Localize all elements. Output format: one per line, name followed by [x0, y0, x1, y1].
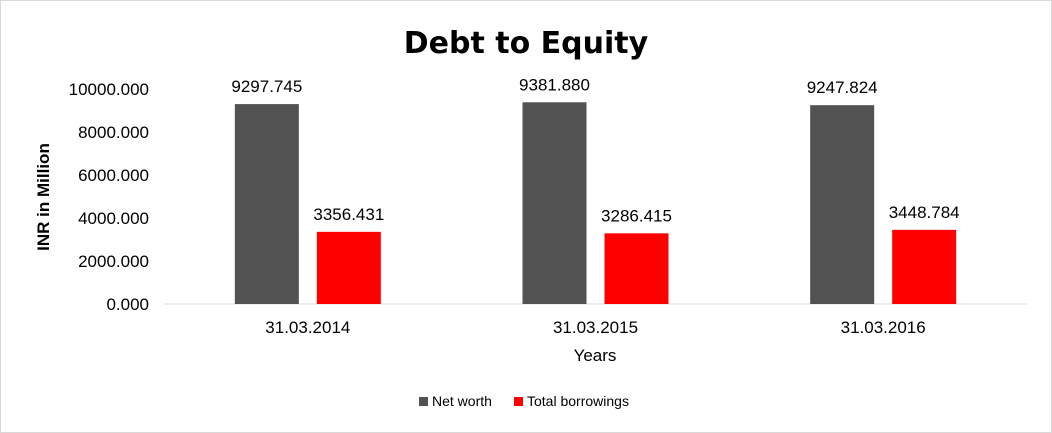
data-label: 3286.415 — [601, 206, 672, 225]
bar-net-worth — [810, 105, 875, 304]
y-tick-label: 4000.000 — [78, 209, 149, 228]
legend-label: Net worth — [432, 393, 492, 409]
y-tick-label: 2000.000 — [78, 252, 149, 271]
bar-net-worth — [522, 102, 587, 304]
legend-swatch — [514, 397, 523, 406]
category-labels: 31.03.2014 31.03.2015 31.03.2016 — [265, 318, 925, 337]
y-tick-label: 0.000 — [106, 295, 149, 314]
chart-title: Debt to Equity — [404, 26, 649, 61]
y-tick-label: 10000.000 — [69, 80, 149, 99]
legend-label: Total borrowings — [527, 393, 629, 409]
bar-total-borrowings — [604, 233, 669, 304]
bar-net-worth — [234, 104, 299, 304]
y-tick-label: 8000.000 — [78, 123, 149, 142]
bar-total-borrowings — [316, 231, 381, 304]
x-tick-label: 31.03.2014 — [265, 318, 350, 337]
legend: Net worth Total borrowings — [419, 393, 629, 409]
data-label: 3356.431 — [313, 205, 384, 224]
data-label: 9247.824 — [807, 78, 878, 97]
legend-swatch — [419, 397, 428, 406]
x-axis-title: Years — [574, 346, 617, 365]
data-label: 3448.784 — [889, 203, 960, 222]
x-tick-label: 31.03.2015 — [553, 318, 638, 337]
data-label: 9381.880 — [519, 75, 590, 94]
y-axis-title: INR in Million — [34, 143, 53, 251]
bar-total-borrowings — [892, 229, 957, 304]
x-tick-label: 31.03.2016 — [841, 318, 926, 337]
y-tick-label: 6000.000 — [78, 166, 149, 185]
y-axis-ticks: 0.000 2000.000 4000.000 6000.000 8000.000 100… — [69, 80, 149, 314]
data-label: 9297.745 — [231, 77, 302, 96]
bars-group: 9297.745 3356.431 9381.880 3286.415 9247.824… — [231, 75, 960, 304]
